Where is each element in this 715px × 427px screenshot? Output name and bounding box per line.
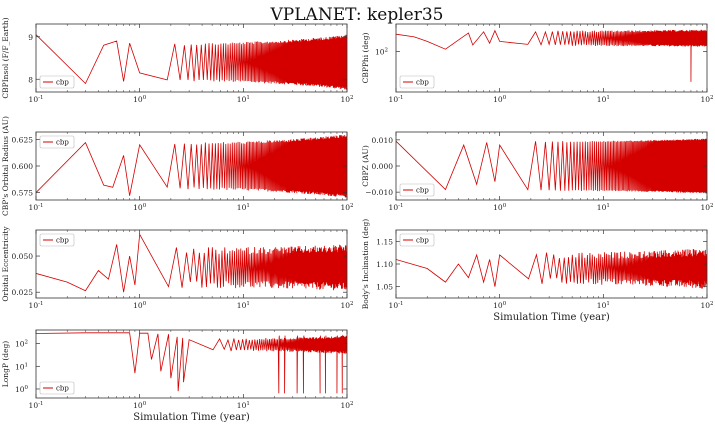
x-tick-label: 101 bbox=[237, 203, 250, 212]
y-axis-label: CBPPhi (deg) bbox=[361, 33, 370, 84]
y-tick-label: 0.010 bbox=[372, 136, 394, 145]
x-tick-label: 102 bbox=[340, 401, 353, 410]
x-tick-label: 101 bbox=[597, 95, 610, 104]
x-tick-label: 10-1 bbox=[29, 301, 44, 310]
x-tick-label: 101 bbox=[237, 401, 250, 410]
legend-frame bbox=[39, 233, 75, 247]
y-tick-label: 0.000 bbox=[372, 162, 394, 171]
y-tick-label: 102 bbox=[375, 48, 388, 57]
x-tick-label: 102 bbox=[700, 301, 713, 310]
y-tick-label: 101 bbox=[15, 362, 28, 371]
legend-frame bbox=[399, 233, 435, 247]
x-tick-label: 102 bbox=[700, 95, 713, 104]
y-axis-label: CBP's Orbital Radius (AU) bbox=[1, 116, 10, 216]
x-axis-label: Simulation Time (year) bbox=[493, 312, 610, 323]
series-line-cbp bbox=[396, 138, 707, 194]
x-tick-label: 102 bbox=[340, 95, 353, 104]
x-tick-label: 10-1 bbox=[389, 203, 404, 212]
legend-frame bbox=[399, 75, 435, 89]
y-axis-label: CBPInsol (F/F_Earth) bbox=[1, 17, 10, 98]
series-line-cbp bbox=[36, 233, 347, 293]
figure-title: VPLANET: kepler35 bbox=[270, 5, 444, 25]
series-line-cbp bbox=[36, 134, 347, 198]
series-line-cbp bbox=[36, 34, 347, 90]
y-tick-label: 0.575 bbox=[12, 189, 34, 198]
legend-label: cbp bbox=[416, 237, 429, 245]
y-tick-label: 1.05 bbox=[376, 283, 393, 292]
legend-label: cbp bbox=[56, 139, 69, 147]
x-tick-label: 100 bbox=[493, 95, 507, 104]
legend-frame bbox=[39, 135, 75, 149]
legend: cbp bbox=[399, 75, 435, 89]
x-tick-label: 102 bbox=[700, 203, 713, 212]
legend-frame bbox=[39, 381, 75, 395]
x-tick-label: 100 bbox=[493, 203, 507, 212]
y-axis-label: LongP (deg) bbox=[1, 341, 10, 388]
x-tick-label: 10-1 bbox=[389, 95, 404, 104]
legend: cbp bbox=[39, 135, 75, 149]
y-axis-label: CBPZ (AU) bbox=[361, 145, 370, 187]
x-tick-label: 10-1 bbox=[29, 401, 44, 410]
y-tick-label: 102 bbox=[15, 340, 28, 349]
y-axis-label: Orbital Eccentricity bbox=[1, 226, 10, 302]
x-tick-label: 100 bbox=[133, 203, 147, 212]
x-tick-label: 10-1 bbox=[29, 203, 44, 212]
x-tick-label: 100 bbox=[493, 301, 507, 310]
legend: cbp bbox=[399, 183, 435, 197]
series-line-cbp bbox=[396, 29, 707, 82]
y-tick-label: 8 bbox=[28, 75, 33, 84]
y-tick-label: 1.10 bbox=[376, 260, 393, 269]
axes-frame bbox=[395, 23, 708, 93]
x-tick-label: 100 bbox=[133, 95, 147, 104]
legend-label: cbp bbox=[56, 385, 69, 393]
legend-label: cbp bbox=[56, 79, 69, 87]
x-tick-label: 100 bbox=[133, 301, 147, 310]
axes-frame bbox=[35, 229, 348, 299]
legend-label: cbp bbox=[56, 237, 69, 245]
series-line-cbp bbox=[36, 332, 347, 394]
legend: cbp bbox=[39, 381, 75, 395]
y-tick-label: 1.15 bbox=[376, 237, 393, 246]
legend-frame bbox=[399, 183, 435, 197]
y-tick-label: −0.010 bbox=[365, 188, 393, 197]
x-axis-label: Simulation Time (year) bbox=[133, 412, 250, 423]
x-tick-label: 102 bbox=[340, 203, 353, 212]
y-tick-label: 0.600 bbox=[12, 162, 34, 171]
x-tick-label: 102 bbox=[340, 301, 353, 310]
panel-6: 10-1 100 101 102 1.05 1.10 1.15 Body's Inclinat… bbox=[361, 219, 714, 323]
x-tick-label: 101 bbox=[597, 301, 610, 310]
axes-frame bbox=[35, 23, 348, 93]
y-tick-label: 9 bbox=[28, 33, 33, 42]
x-tick-label: 100 bbox=[133, 401, 147, 410]
legend: cbp bbox=[39, 233, 75, 247]
axes-frame bbox=[35, 329, 348, 399]
legend-label: cbp bbox=[416, 79, 429, 87]
legend: cbp bbox=[399, 233, 435, 247]
x-tick-label: 10-1 bbox=[29, 95, 44, 104]
panel-1: 10-1 100 101 102 8 9 CBPInsol (F/F_Earth)cbp bbox=[1, 17, 354, 104]
y-tick-label: 0.050 bbox=[12, 252, 34, 261]
legend-label: cbp bbox=[416, 187, 429, 195]
series-line-cbp bbox=[396, 249, 707, 289]
y-tick-label: 0.025 bbox=[12, 288, 34, 297]
y-axis-label: Body's Inclination (deg) bbox=[361, 219, 370, 310]
x-tick-label: 10-1 bbox=[389, 301, 404, 310]
x-tick-label: 101 bbox=[597, 203, 610, 212]
y-tick-label: 0.625 bbox=[12, 135, 34, 144]
legend-frame bbox=[39, 75, 75, 89]
panel-2: 10-1 100 101 102 102 CBPPhi (deg) cbp bbox=[361, 23, 714, 104]
y-tick-label: 100 bbox=[15, 385, 29, 394]
legend: cbp bbox=[39, 75, 75, 89]
x-tick-label: 101 bbox=[237, 301, 250, 310]
x-tick-label: 101 bbox=[237, 95, 250, 104]
